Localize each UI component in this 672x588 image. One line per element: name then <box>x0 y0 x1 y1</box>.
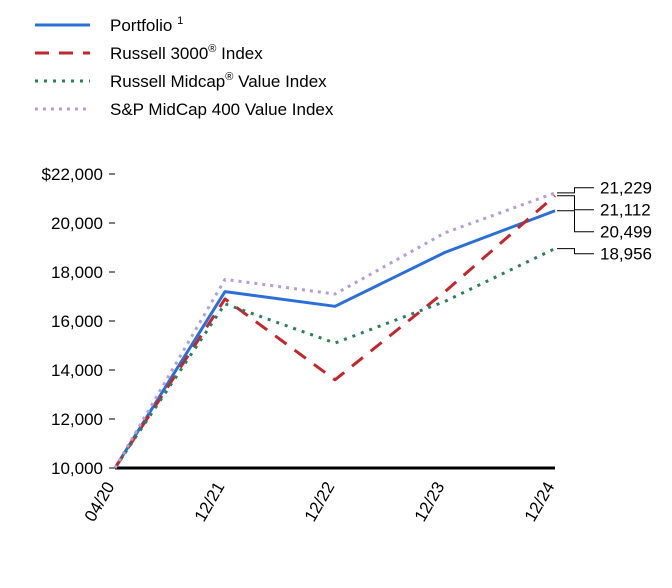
end-label-russell3000: 21,112 <box>600 201 651 220</box>
x-tick-label: 12/24 <box>521 479 559 525</box>
x-tick-label: 12/23 <box>411 479 449 525</box>
legend-label-portfolio: Portfolio 1 <box>110 15 183 35</box>
end-label-spmid400value: 21,229 <box>600 179 652 198</box>
end-leader-portfolio <box>557 211 594 232</box>
end-label-portfolio: 20,499 <box>600 223 652 242</box>
end-label-russellmidvalue: 18,956 <box>600 245 652 264</box>
end-leader-russell3000 <box>557 196 594 210</box>
y-tick-label: 16,000 <box>51 312 103 331</box>
series-line-portfolio <box>115 211 555 468</box>
legend-label-russell3000: Russell 3000® Index <box>110 43 263 63</box>
end-leader-russellmidvalue <box>557 249 594 254</box>
x-tick-label: 04/20 <box>81 479 119 525</box>
y-tick-label: $22,000 <box>42 165 103 184</box>
x-tick-label: 12/22 <box>301 479 339 525</box>
y-tick-label: 18,000 <box>51 263 103 282</box>
y-tick-label: 20,000 <box>51 214 103 233</box>
chart-svg: Portfolio 1 Russell 3000® Index Russell Mi… <box>0 0 672 588</box>
series-line-russellmidvalue <box>115 249 555 468</box>
legend-label-russellmidvalue: Russell Midcap® Value Index <box>110 71 327 91</box>
y-tick-label: 14,000 <box>51 361 103 380</box>
growth-chart: Portfolio 1 Russell 3000® Index Russell Mi… <box>0 0 672 588</box>
x-tick-label: 12/21 <box>191 479 229 525</box>
y-tick-label: 12,000 <box>51 410 103 429</box>
y-tick-label: 10,000 <box>51 459 103 478</box>
end-leader-spmid400value <box>557 188 594 193</box>
legend-label-spmid400value: S&P MidCap 400 Value Index <box>110 100 334 119</box>
